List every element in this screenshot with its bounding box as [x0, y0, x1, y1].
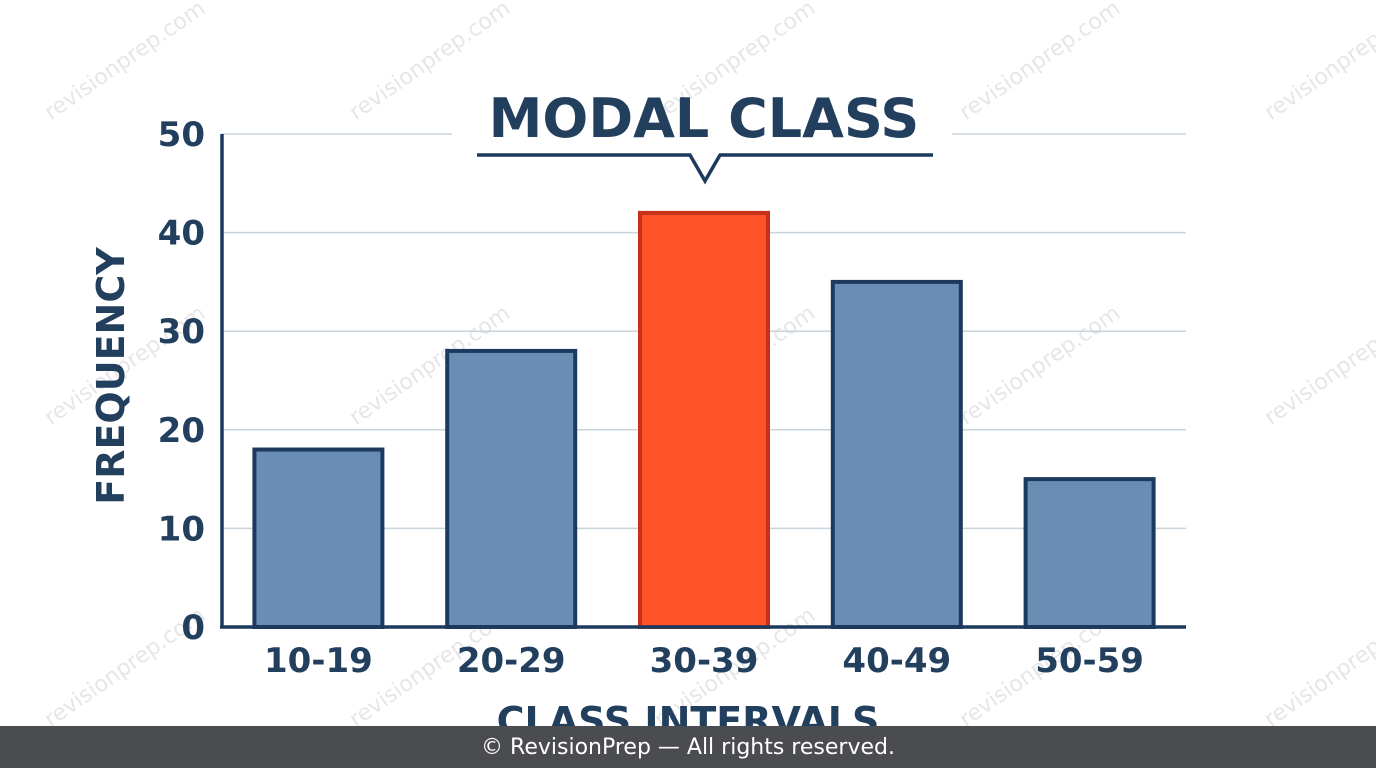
title-pointer: [477, 153, 933, 185]
bar: [1023, 477, 1156, 629]
x-tick-label: 50-59: [1035, 641, 1144, 681]
x-tick-label: 40-49: [842, 641, 951, 681]
x-tick-label: 10-19: [264, 641, 373, 681]
x-tick-label: 30-39: [650, 641, 759, 681]
copyright-text: © RevisionPrep — All rights reserved.: [481, 734, 895, 760]
x-tick-label: 20-29: [457, 641, 566, 681]
bar: [252, 447, 385, 629]
y-tick-label: 20: [158, 411, 205, 451]
y-tick-label: 40: [158, 214, 205, 254]
bar: [445, 348, 578, 629]
y-axis-label: FREQUENCY: [89, 247, 133, 505]
chart-title: MODAL CLASS: [489, 87, 920, 150]
bar: [830, 279, 963, 629]
bar-highlight: [638, 210, 770, 629]
y-tick-label: 10: [158, 509, 205, 549]
y-tick-label: 30: [158, 312, 205, 352]
y-tick-label: 50: [158, 115, 205, 155]
y-tick-label: 0: [181, 608, 205, 648]
copyright-footer: © RevisionPrep — All rights reserved.: [0, 726, 1376, 768]
